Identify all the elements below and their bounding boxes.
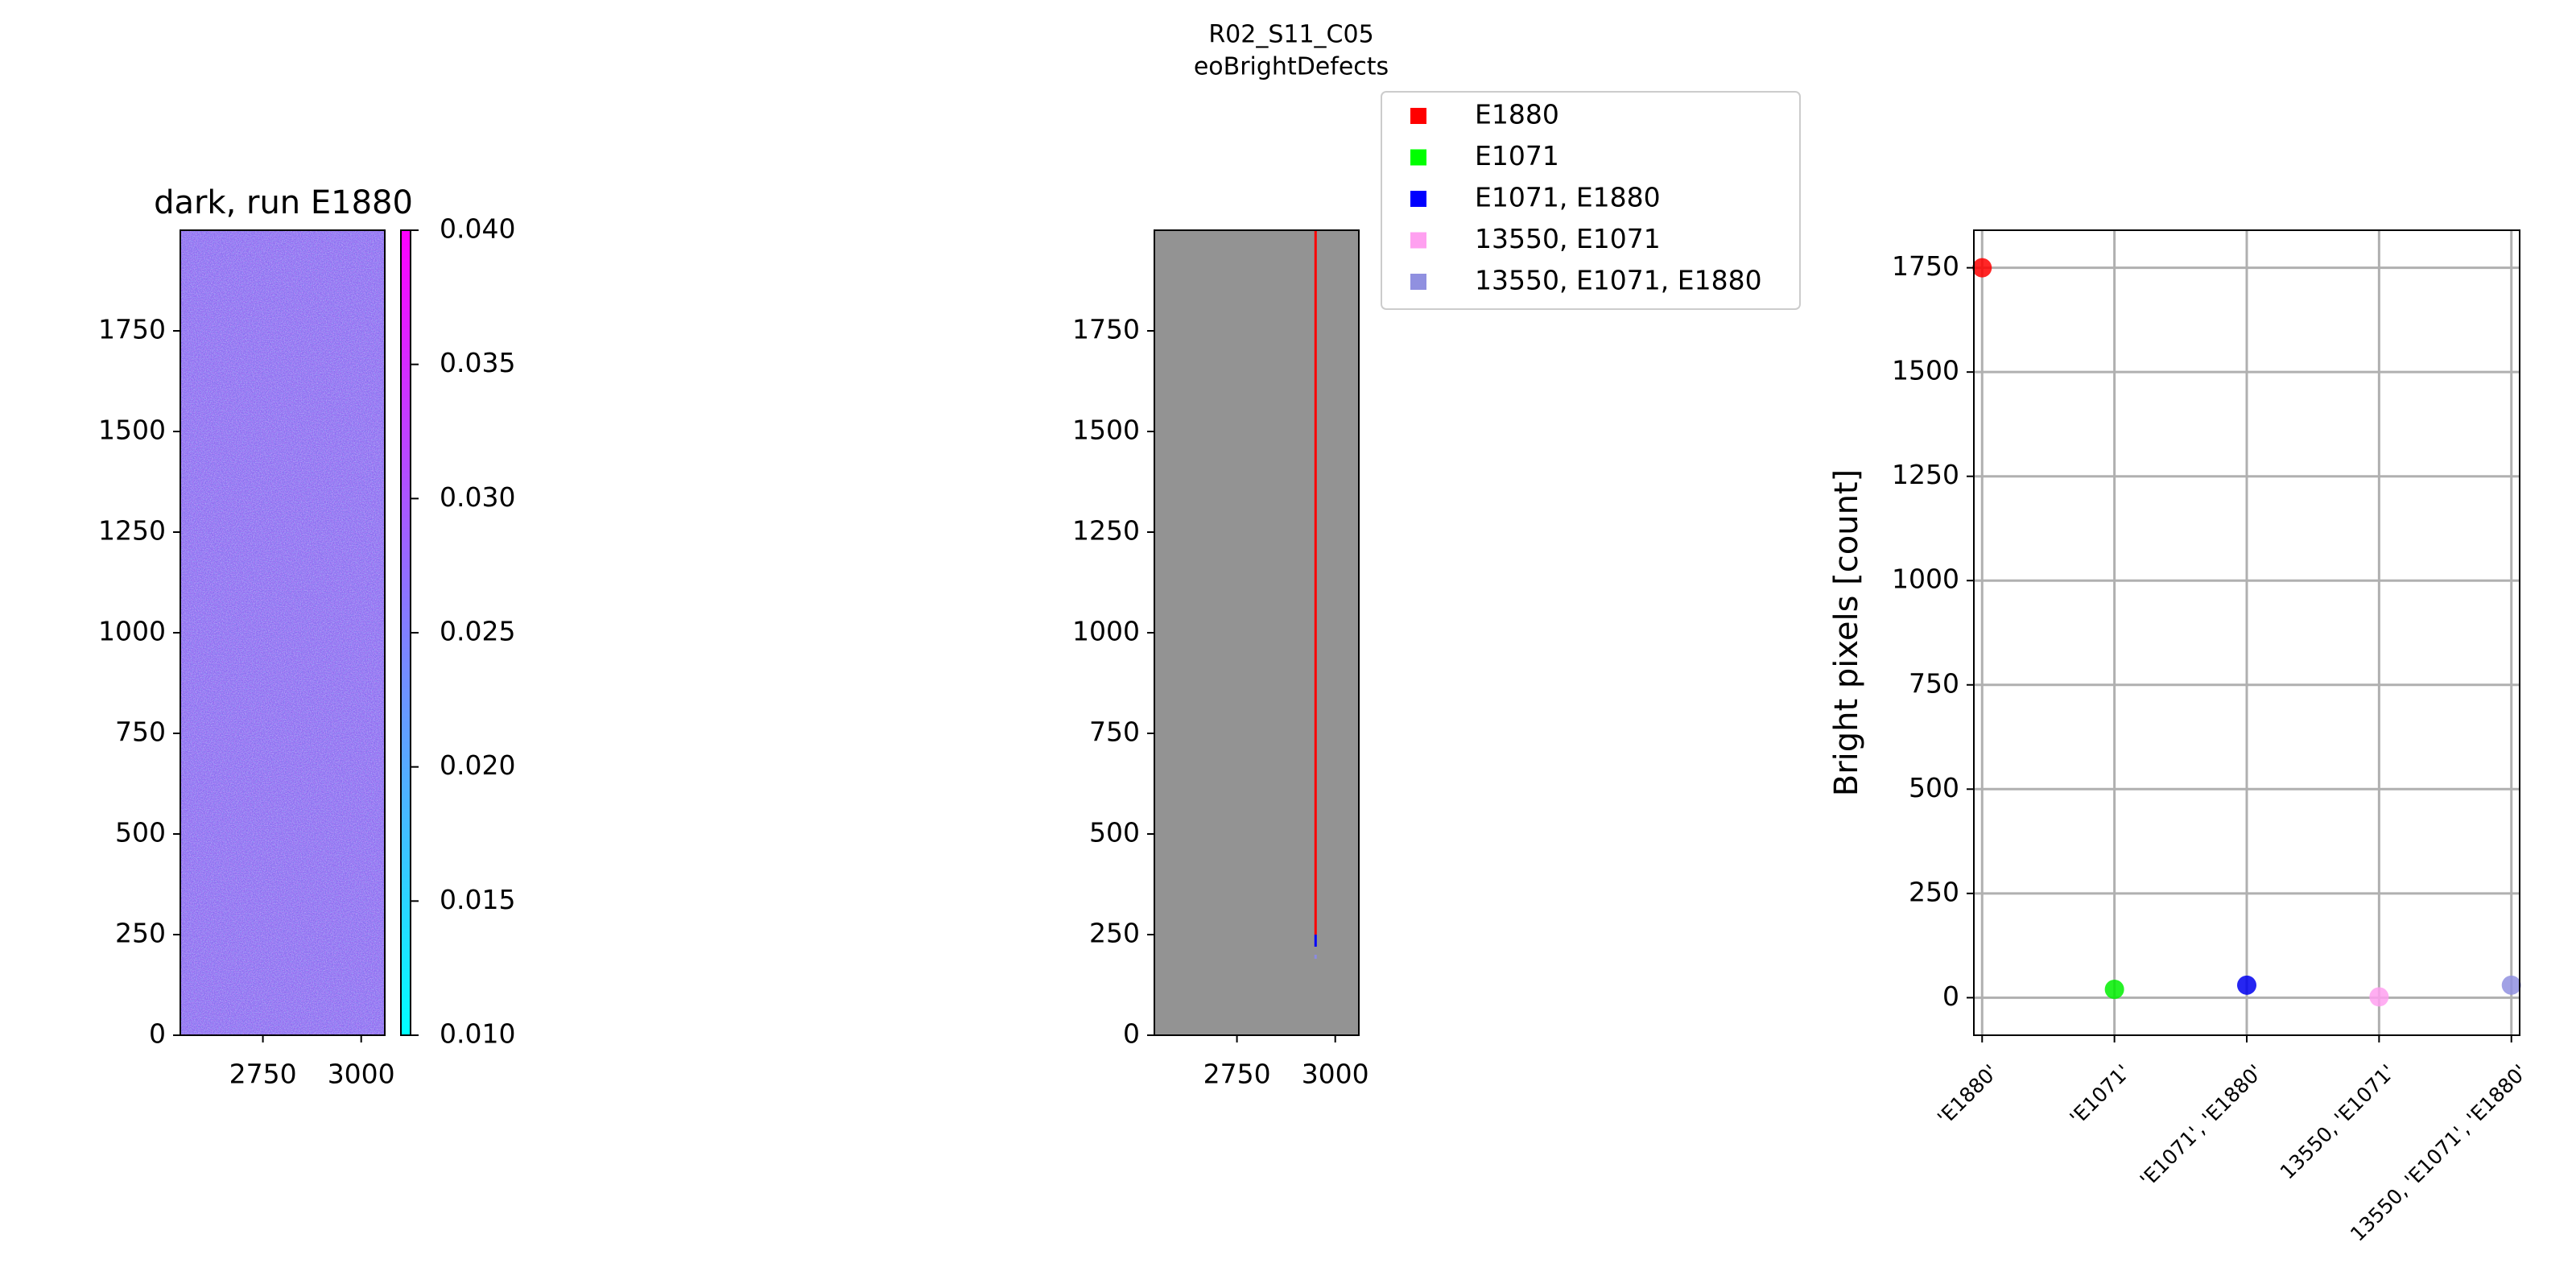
defect-map-y-tick-label: 1250 [1072,515,1140,547]
defect-map-axes: 0 250 500 750 1000 1250 1500 1750 2750 3000 [1072,314,1369,1090]
defect-column [1314,955,1317,959]
dark-image-y-tick-label: 500 [115,817,166,848]
colorbar-ticks: 0.010 0.015 0.020 0.025 0.030 0.035 0.040 [411,213,515,1050]
dark-image-y-tick-label: 750 [115,716,166,748]
dark-image-x-tick-label: 2750 [229,1059,297,1090]
legend-marker [1410,108,1426,124]
scatter-point [2501,975,2521,995]
scatter-x-tick-label: 'E1071', 'E1880' [2136,1060,2268,1192]
scatter-y-tick-label: 1000 [1892,564,1959,595]
legend-marker [1410,191,1426,207]
scatter-y-tick-label: 0 [1942,980,1959,1012]
colorbar-tick-label: 0.025 [440,616,515,647]
colorbar-tick-label: 0.040 [440,213,515,245]
legend: E1880 E1071 E1071, E1880 13550, E1071 13550,… [1381,91,1801,310]
scatter-y-tick-label: 500 [1909,772,1959,803]
defect-map-y-tick-label: 0 [1123,1018,1140,1050]
dark-image-y-tick-label: 0 [149,1018,166,1050]
dark-image-y-tick-label: 250 [115,918,166,949]
legend-label: E1071, E1880 [1475,182,1661,213]
legend-frame [1381,91,1801,310]
defect-map-x-tick-label: 3000 [1302,1059,1369,1090]
scatter-point [1972,258,1992,278]
legend-label: 13550, E1071 [1475,223,1661,254]
legend-marker [1410,149,1426,166]
dark-image-y-tick-label: 1500 [98,415,166,446]
scatter-y-axis-label: Bright pixels [count] [1828,469,1865,796]
defect-map-x-tick-label: 2750 [1203,1059,1271,1090]
defect-column [1314,230,1317,935]
colorbar-tick-label: 0.030 [440,481,515,513]
bright-pixels-panel: 0 250 500 750 1000 1250 1500 1750 'E1880' 'E1071'… [1828,229,2532,1246]
defect-map-y-tick-label: 250 [1089,918,1140,949]
legend-label: 13550, E1071, E1880 [1475,265,1762,296]
dark-image-title: dark, run E1880 [154,184,413,221]
scatter-y-tick-label: 1750 [1892,250,1959,282]
legend-marker [1410,232,1426,249]
scatter-grid [1974,230,2520,1035]
legend-entries: E1880 E1071 E1071, E1880 13550, E1071 13550,… [1410,99,1762,296]
defect-map-y-tick-label: 500 [1089,817,1140,848]
figure-title-line-1: R02_S11_C05 [1208,21,1373,49]
scatter-y-tick-label: 250 [1909,876,1959,907]
colorbar-tick-label: 0.020 [440,749,515,781]
defect-map-y-tick-label: 750 [1089,716,1140,748]
scatter-y-tick-label: 1250 [1892,459,1959,490]
legend-label: E1880 [1475,99,1559,130]
scatter-x-tick-label: 'E1880' [1933,1060,2002,1129]
scatter-point [2104,980,2124,1000]
figure-title-line-2: eoBrightDefects [1194,53,1389,81]
defect-column [1314,935,1317,947]
scatter-y-tick-label: 1500 [1892,355,1959,386]
scatter-x-tick-label: 13550, 'E1071' [2276,1060,2400,1184]
dark-image-x-tick-label: 3000 [328,1059,395,1090]
scatter-y-tick-label: 750 [1909,667,1959,699]
colorbar-tick-label: 0.015 [440,884,515,915]
legend-label: E1071 [1475,140,1559,171]
scatter-point [2369,987,2389,1007]
dark-image-y-tick-label: 1000 [98,616,166,647]
dark-image-panel: dark, run E1880 0 250 500 750 1000 1250 1500 17… [98,184,515,1090]
legend-marker [1410,274,1426,290]
defect-marks [1314,230,1317,959]
scatter-x-tick-label: 'E1071' [2066,1060,2135,1129]
scatter-point [2237,975,2256,995]
colorbar [400,229,411,1036]
scatter-axes: 0 250 500 750 1000 1250 1500 1750 'E1880' 'E1071'… [1892,250,2532,1246]
colorbar-tick-label: 0.010 [440,1018,515,1050]
defect-map-panel: 0 250 500 750 1000 1250 1500 1750 2750 3000 E1880… [1072,91,1801,1090]
dark-image-noise-magenta [180,230,385,1035]
dark-image-axes: 0 250 500 750 1000 1250 1500 1750 2750 3000 [98,314,395,1090]
defect-map-y-tick-label: 1500 [1072,415,1140,446]
dark-image-y-tick-label: 1250 [98,515,166,547]
defect-map-y-tick-label: 1750 [1072,314,1140,345]
colorbar-tick-label: 0.035 [440,347,515,378]
defect-map-y-tick-label: 1000 [1072,616,1140,647]
scatter-points [1972,258,2521,1007]
defect-map-background [1154,230,1359,1035]
dark-image-y-tick-label: 1750 [98,314,166,345]
